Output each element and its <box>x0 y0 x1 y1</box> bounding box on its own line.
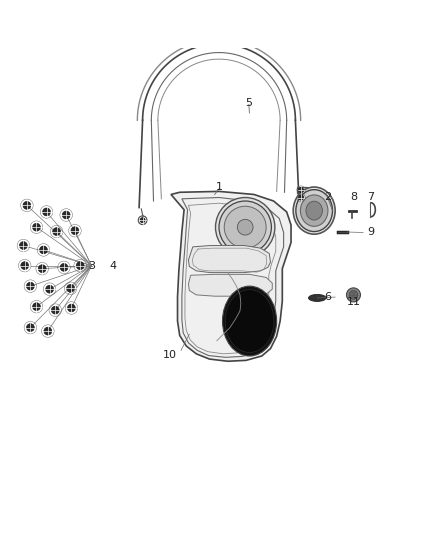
Circle shape <box>224 206 266 248</box>
Text: 1: 1 <box>215 182 223 192</box>
Text: 9: 9 <box>367 228 374 237</box>
Circle shape <box>215 198 275 257</box>
Text: 4: 4 <box>110 261 117 271</box>
Circle shape <box>67 285 74 292</box>
Text: 2: 2 <box>324 192 331 201</box>
Ellipse shape <box>306 201 322 220</box>
Ellipse shape <box>293 187 335 234</box>
Circle shape <box>46 285 53 293</box>
Circle shape <box>60 263 68 271</box>
Text: 3: 3 <box>88 261 95 271</box>
Circle shape <box>39 246 47 254</box>
Polygon shape <box>171 191 291 361</box>
Text: 6: 6 <box>324 292 331 302</box>
Circle shape <box>32 223 40 231</box>
Text: 8: 8 <box>350 192 357 201</box>
Circle shape <box>44 327 52 335</box>
Circle shape <box>26 282 34 290</box>
Circle shape <box>51 306 59 314</box>
Ellipse shape <box>300 195 328 227</box>
Circle shape <box>53 228 60 236</box>
Circle shape <box>62 211 70 219</box>
Circle shape <box>71 227 79 235</box>
Circle shape <box>67 304 75 312</box>
Polygon shape <box>188 246 271 272</box>
Circle shape <box>219 201 272 253</box>
Text: 5: 5 <box>245 98 252 108</box>
Circle shape <box>21 262 28 270</box>
Circle shape <box>42 208 50 216</box>
Circle shape <box>349 290 358 299</box>
Circle shape <box>76 262 84 270</box>
Circle shape <box>298 195 304 200</box>
Circle shape <box>140 217 145 223</box>
Circle shape <box>32 303 40 311</box>
Circle shape <box>237 220 253 235</box>
Circle shape <box>26 324 34 332</box>
Ellipse shape <box>223 286 277 356</box>
Text: 11: 11 <box>346 297 360 308</box>
Polygon shape <box>188 274 272 296</box>
Ellipse shape <box>225 289 274 352</box>
Circle shape <box>346 288 360 302</box>
Text: 10: 10 <box>163 350 177 360</box>
Circle shape <box>23 201 31 209</box>
Circle shape <box>38 265 46 272</box>
Circle shape <box>298 188 304 193</box>
Ellipse shape <box>308 294 326 302</box>
Circle shape <box>19 241 27 249</box>
Text: 7: 7 <box>367 192 374 201</box>
Ellipse shape <box>296 190 332 231</box>
